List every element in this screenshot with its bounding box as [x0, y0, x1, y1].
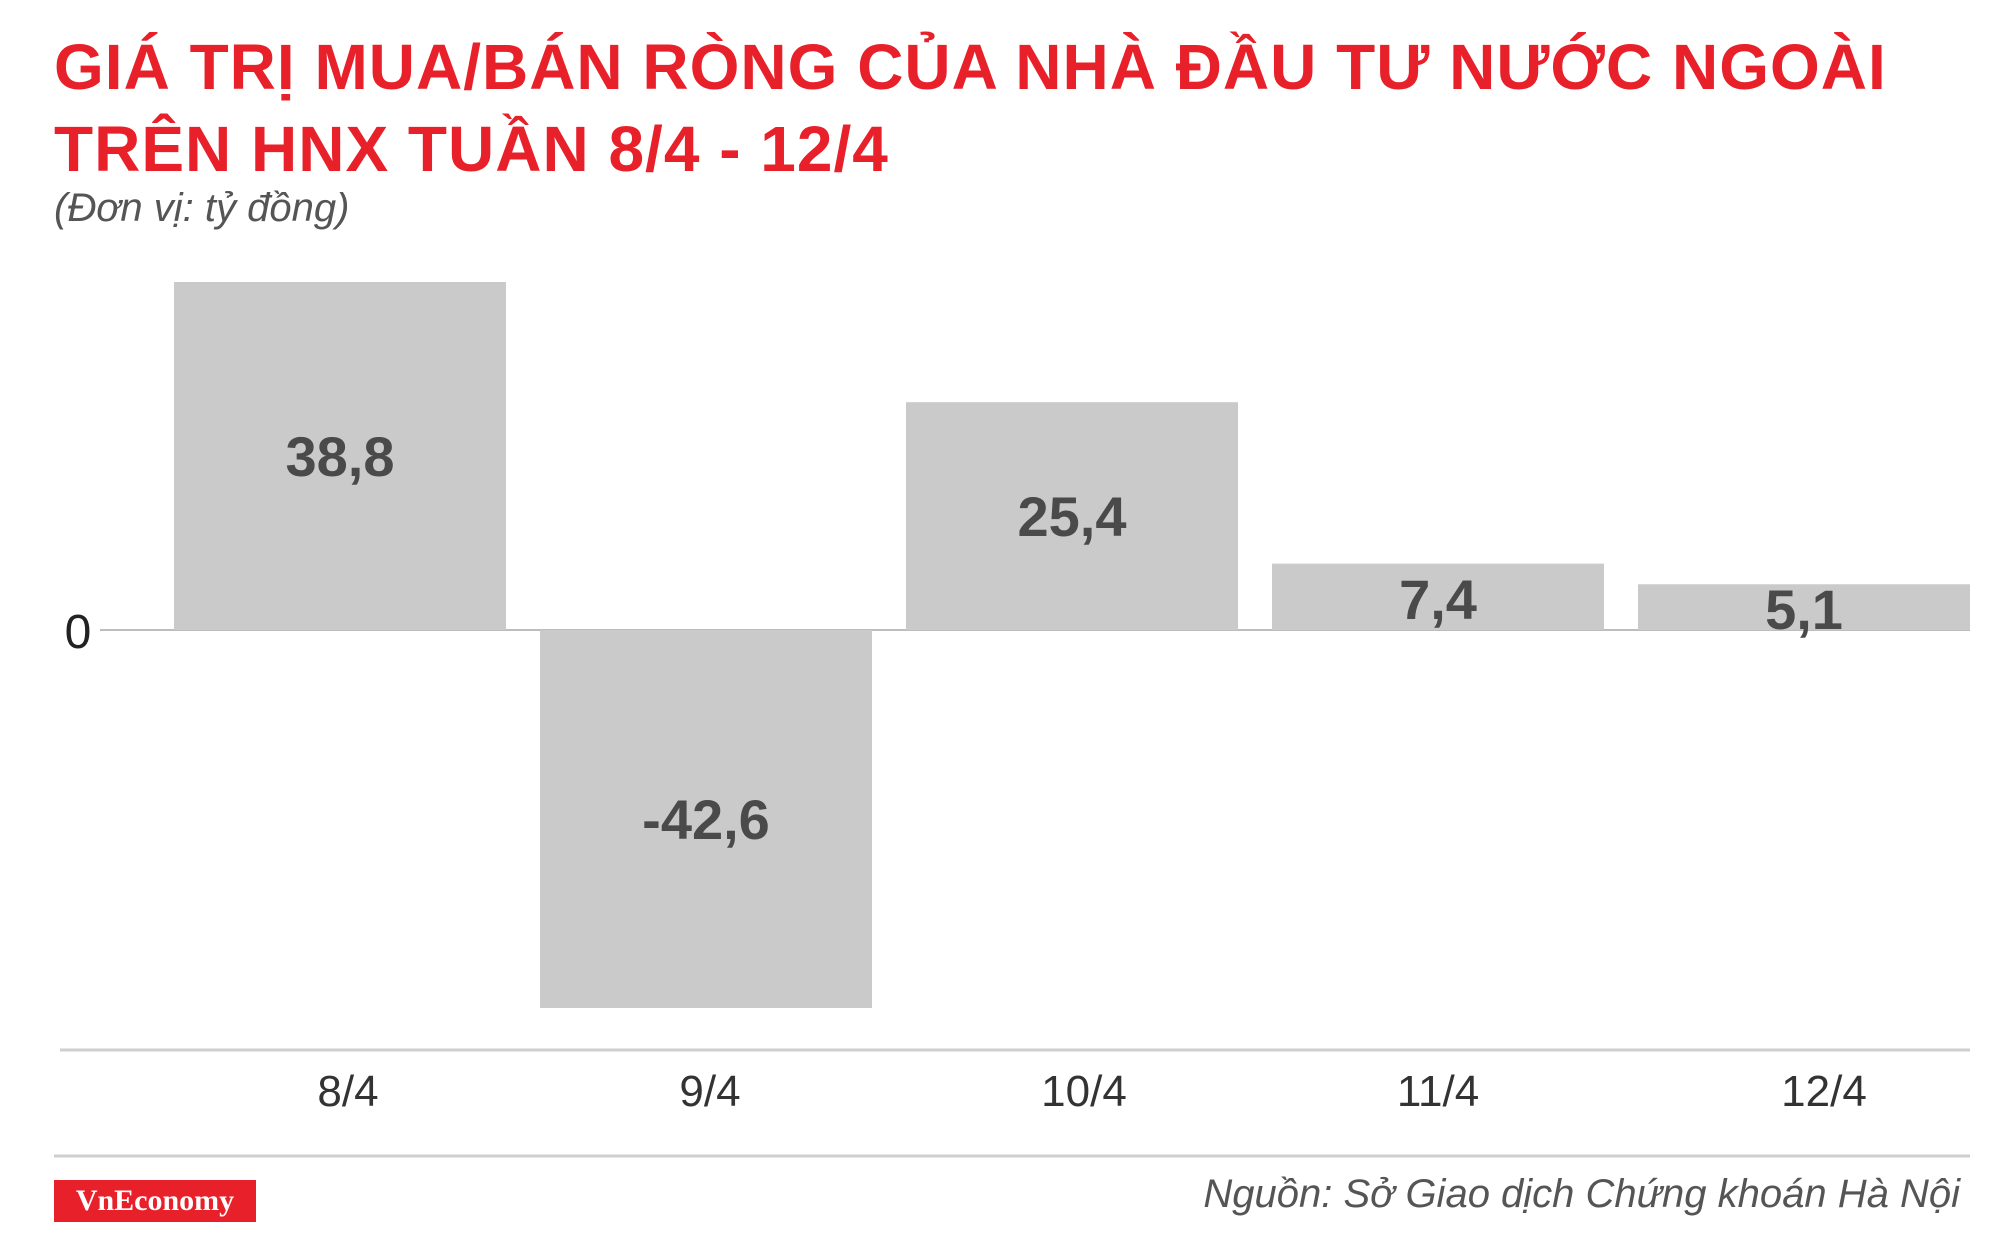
data-label-10-4: 25,4: [1018, 485, 1127, 548]
x-tick-label-12-4: 12/4: [1781, 1067, 1867, 1116]
vneconomy-logo: VnEconomy: [54, 1180, 256, 1222]
x-tick-label-8-4: 8/4: [317, 1067, 378, 1116]
chart-title-line2: TRÊN HNX TUẦN 8/4 - 12/4: [54, 113, 889, 185]
data-label-9-4: -42,6: [642, 788, 770, 851]
x-tick-label-11-4: 11/4: [1397, 1067, 1479, 1116]
bar-9-4: [540, 630, 872, 1008]
chart-title-line1: GIÁ TRỊ MUA/BÁN RÒNG CỦA NHÀ ĐẦU TƯ NƯỚC…: [54, 31, 1887, 103]
bar-11-4: [1272, 563, 1604, 630]
bar-12-4: [1638, 584, 1970, 630]
unit-label: (Đơn vị: tỷ đồng): [54, 186, 350, 230]
x-tick-label-9-4: 9/4: [679, 1067, 740, 1116]
zero-tick-label: 0: [65, 606, 92, 659]
chart-title: GIÁ TRỊ MUA/BÁN RÒNG CỦA NHÀ ĐẦU TƯ NƯỚC…: [54, 26, 1887, 190]
data-label-8-4: 38,8: [286, 425, 395, 488]
bar-8-4: [174, 282, 506, 630]
data-label-11-4: 7,4: [1399, 568, 1477, 631]
source-note: Nguồn: Sở Giao dịch Chứng khoán Hà Nội: [1203, 1172, 1960, 1216]
x-tick-label-10-4: 10/4: [1041, 1067, 1127, 1116]
data-label-12-4: 5,1: [1765, 578, 1843, 641]
bar-10-4: [906, 402, 1238, 630]
